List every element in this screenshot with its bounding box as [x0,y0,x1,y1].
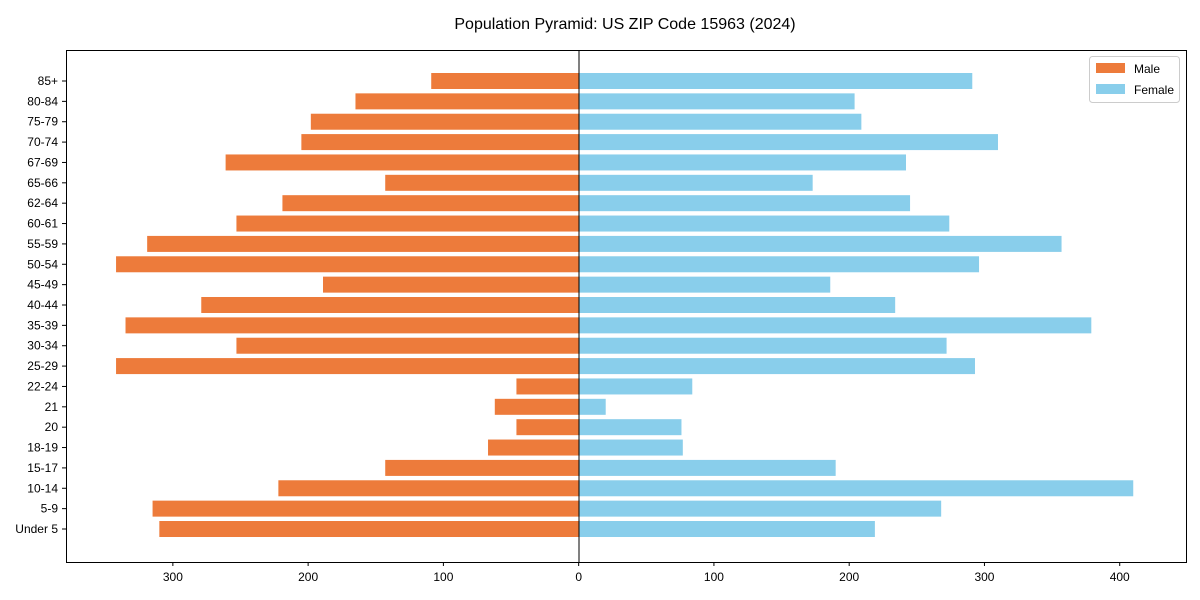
y-tick-label: 10-14 [27,481,58,495]
y-tick-label: 22-24 [27,379,58,393]
bar-male [516,419,579,436]
bar-female [578,93,855,110]
x-tick-label: 0 [575,570,582,584]
bar-male [116,358,579,375]
y-tick-label: Under 5 [15,522,58,536]
bar-female [578,439,683,456]
bar-female [578,134,998,151]
bar-male [278,480,579,497]
bar-female [578,113,862,130]
bar-male [431,73,579,89]
y-tick-label: 18-19 [27,441,58,455]
bar-female [578,317,1092,334]
legend-swatch-male [1096,63,1125,73]
bar-male [310,113,579,130]
x-tick-label: 300 [974,570,994,584]
bar-female [578,358,975,375]
bar-male [125,317,579,334]
legend: Male Female [1089,56,1180,103]
x-tick-label: 200 [298,570,318,584]
bar-female [578,378,693,395]
chart-title: Population Pyramid: US ZIP Code 15963 (2… [454,16,795,33]
x-tick-label: 400 [1110,570,1130,584]
bar-male [488,439,579,456]
y-tick-label: 67-69 [27,155,58,169]
y-tick-label: 30-34 [27,339,58,353]
bar-male [152,500,579,517]
bar-female [578,500,942,517]
y-tick-label: 25-29 [27,359,58,373]
bar-male [516,378,579,395]
y-tick-label: 70-74 [27,135,58,149]
bar-female [578,154,906,171]
bar-female [578,235,1062,252]
y-tick-label: 5-9 [41,502,59,516]
x-tick-label: 100 [704,570,724,584]
bar-male [116,256,579,273]
bar-female [578,73,973,89]
y-tick-label: 85+ [38,74,58,88]
y-tick-label: 40-44 [27,298,58,312]
bar-female [578,256,980,273]
bar-male [236,337,579,354]
legend-swatch-female [1096,84,1125,94]
bar-male [159,521,579,537]
y-tick-label: 15-17 [27,461,58,475]
bar-male [225,154,579,171]
x-tick-label: 200 [839,570,859,584]
y-tick-label: 75-79 [27,115,58,129]
legend-label-female: Female [1134,83,1174,97]
y-tick-label: 80-84 [27,94,58,108]
bar-female [578,276,831,293]
bar-female [578,337,947,354]
bar-female [578,521,875,537]
legend-label-male: Male [1134,62,1160,76]
bar-female [578,297,896,313]
y-tick-label: 35-39 [27,318,58,332]
y-tick-label: 45-49 [27,278,58,292]
bar-male [147,235,579,252]
bar-female [578,398,606,415]
bar-male [355,93,579,110]
bar-female [578,215,950,232]
y-tick-label: 50-54 [27,257,58,271]
bar-female [578,195,911,212]
x-tick-label: 300 [163,570,183,584]
bar-male [494,398,579,415]
y-tick-label: 21 [45,400,59,414]
bar-male [236,215,579,232]
bar-male [323,276,579,293]
bar-male [282,195,579,212]
x-tick-label: 100 [433,570,453,584]
y-tick-label: 65-66 [27,176,58,190]
y-tick-label: 55-59 [27,237,58,251]
y-tick-label: 60-61 [27,217,58,231]
bar-male [201,297,579,313]
y-tick-label: 20 [45,420,59,434]
bar-male [385,174,579,191]
bar-female [578,174,813,191]
bar-female [578,419,682,436]
bar-female [578,459,836,476]
bar-female [578,480,1134,497]
bar-male [385,459,579,476]
plot-frame [66,50,1187,563]
bar-male [301,134,579,151]
y-tick-label: 62-64 [27,196,58,210]
